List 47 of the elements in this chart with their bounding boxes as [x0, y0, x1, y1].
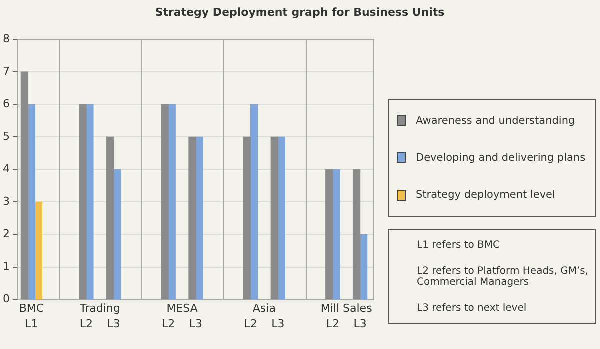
text: Mill Sales — [320, 302, 373, 316]
bar — [196, 136, 204, 300]
x-tick-label: L1 — [25, 317, 38, 330]
bar — [161, 104, 169, 300]
x-tick-label: L3 — [189, 317, 203, 330]
bar — [352, 169, 361, 300]
bar — [34, 202, 43, 300]
x-tick-label: L2 — [326, 317, 340, 330]
x-tick-label: L3 — [354, 317, 367, 330]
y-tick-label: 1 — [3, 260, 10, 274]
y-tick-label: 7 — [3, 64, 10, 78]
y-tick-label: 2 — [3, 228, 10, 241]
x-tick-label: L3 — [272, 317, 285, 330]
y-tick-label: 4 — [3, 162, 10, 176]
y-tick-label: 5 — [3, 130, 10, 144]
x-tick-label: L3 — [107, 317, 120, 330]
bar — [278, 136, 286, 300]
legend-label: Developing and delivering plans — [416, 152, 586, 164]
bar — [114, 169, 122, 300]
y-tick-label: 0 — [3, 292, 10, 306]
legend-label: Strategy deployment level — [416, 189, 556, 202]
y-tick-label: 6 — [3, 98, 10, 111]
bar — [360, 234, 368, 300]
text: Asia — [252, 302, 276, 316]
text: L3 refers to next level — [417, 302, 528, 314]
text: L2 refers to Platform Heads, GM’s, Commercial Managers — [417, 266, 589, 288]
bar — [332, 169, 340, 300]
bar — [326, 169, 334, 300]
bar — [188, 136, 196, 300]
legend-label: Awareness and understanding — [416, 114, 576, 127]
y-tick-label: 8 — [3, 32, 10, 46]
y-tick-label: 3 — [3, 195, 10, 208]
x-tick-label: L2 — [80, 317, 94, 330]
chart-title: Strategy Deployment graph for Business Units — [154, 6, 446, 19]
bar — [270, 136, 278, 300]
text: L1 refers to BMC — [417, 240, 502, 250]
text: MESA — [166, 302, 198, 316]
x-tick-label: L2 — [244, 317, 258, 330]
x-tick-label: L2 — [162, 317, 176, 330]
bar — [250, 104, 258, 300]
bar — [106, 136, 114, 300]
bar — [79, 104, 87, 300]
bar — [243, 136, 252, 300]
bar — [86, 104, 94, 300]
bar — [168, 104, 176, 300]
text: BMC — [19, 302, 44, 316]
text: Trading — [78, 302, 120, 316]
